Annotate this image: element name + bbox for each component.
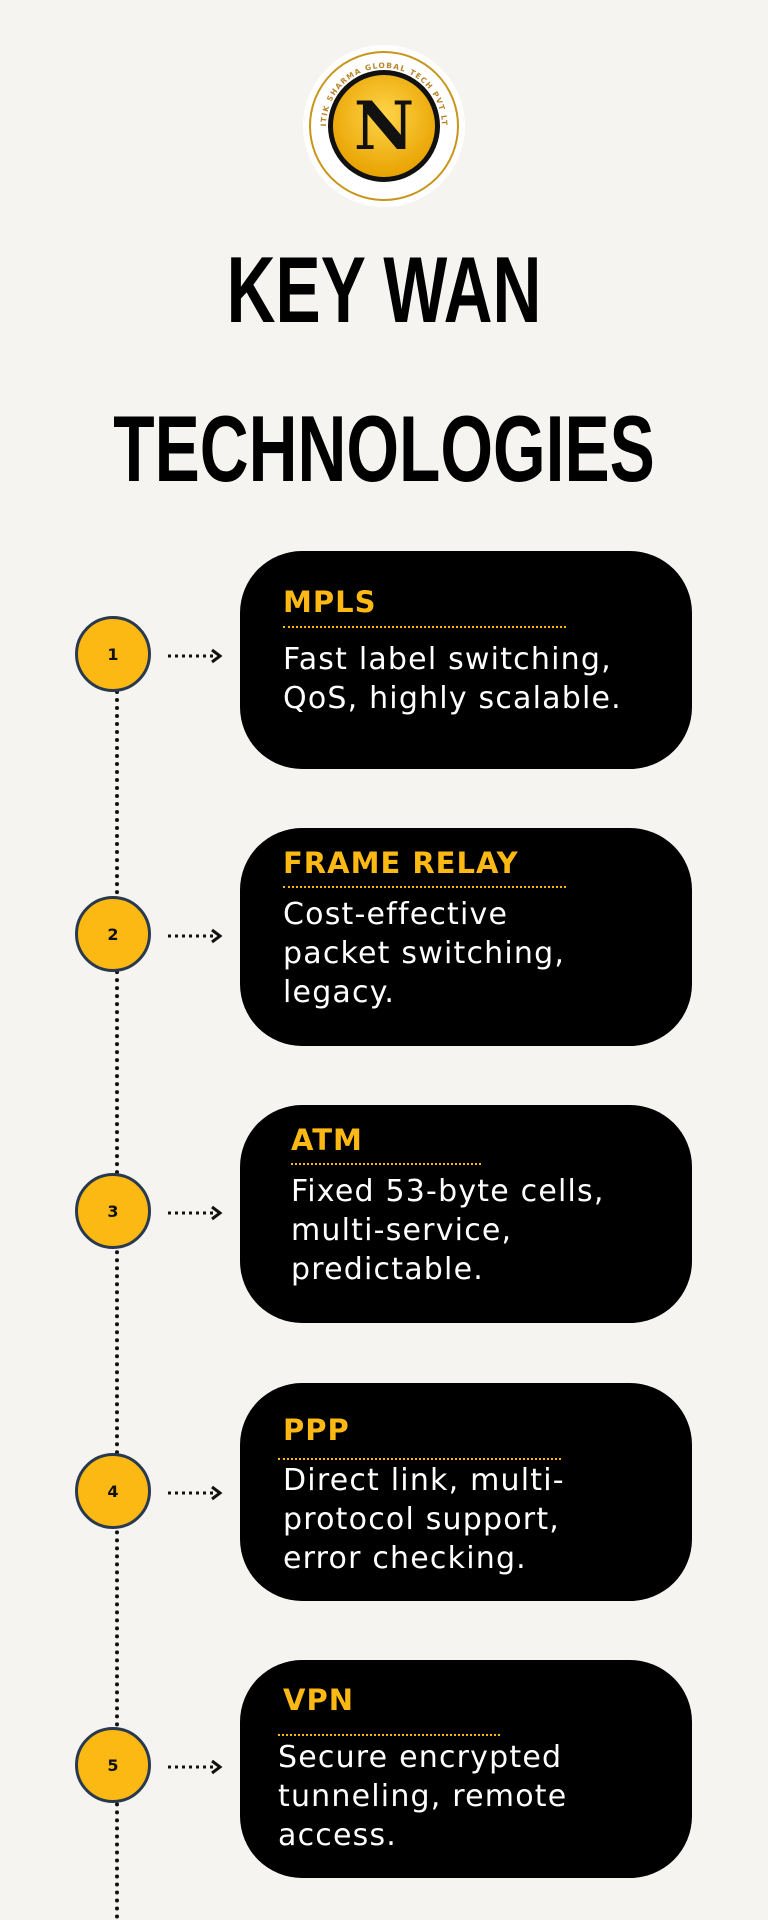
arrow-icon (168, 1485, 223, 1501)
card-title: FRAME RELAY (283, 846, 519, 880)
step-circle-5: 5 (75, 1727, 151, 1803)
card-title: MPLS (283, 585, 377, 619)
step-circle-3: 3 (75, 1173, 151, 1249)
timeline-line (115, 690, 119, 1920)
step-circle-2: 2 (75, 896, 151, 972)
card-mpls: MPLS Fast label switching, QoS, highly s… (240, 551, 692, 769)
card-atm: ATM Fixed 53-byte cells, multi-service, … (240, 1105, 692, 1323)
title-underline (283, 626, 566, 628)
card-title: ATM (291, 1123, 363, 1157)
card-ppp: PPP Direct link, multi- protocol support… (240, 1383, 692, 1601)
step-circle-4: 4 (75, 1453, 151, 1529)
arrow-icon (168, 1205, 223, 1221)
card-vpn: VPN Secure encrypted tunneling, remote a… (240, 1660, 692, 1878)
card-title: PPP (283, 1413, 350, 1447)
card-frame-relay: FRAME RELAY Cost-effective packet switch… (240, 828, 692, 1046)
logo-monogram: N (354, 87, 414, 165)
title-underline (278, 1734, 500, 1736)
card-description: Direct link, multi- protocol support, er… (283, 1463, 565, 1576)
title-underline (291, 1163, 481, 1165)
title-underline (283, 886, 566, 888)
step-circle-1: 1 (75, 616, 151, 692)
page-title-line-1: KEY WAN (226, 237, 542, 342)
company-logo: NITIK SHARMA GLOBAL TECH PVT LTD SIMPLIF… (302, 44, 465, 207)
title-underline (278, 1458, 561, 1460)
page-title-line-2: TECHNOLOGIES (113, 396, 655, 501)
card-description: Cost-effective packet switching, legacy. (283, 897, 566, 1010)
card-description: Secure encrypted tunneling, remote acces… (278, 1740, 568, 1853)
arrow-icon (168, 648, 223, 664)
arrow-icon (168, 928, 223, 944)
card-description: Fixed 53-byte cells, multi-service, pred… (291, 1174, 605, 1287)
card-description: Fast label switching, QoS, highly scalab… (283, 642, 622, 716)
card-title: VPN (283, 1683, 354, 1717)
arrow-icon (168, 1759, 223, 1775)
